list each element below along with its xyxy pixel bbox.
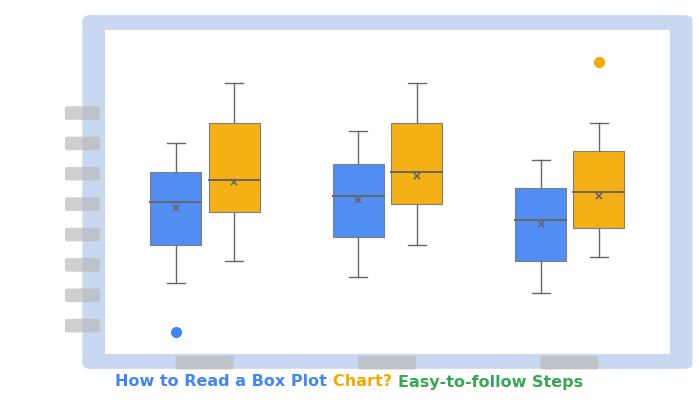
Text: Chart?: Chart?	[333, 374, 397, 390]
FancyBboxPatch shape	[333, 164, 384, 236]
FancyBboxPatch shape	[209, 123, 260, 212]
Text: How to Read a Box Plot: How to Read a Box Plot	[115, 374, 333, 390]
FancyBboxPatch shape	[391, 123, 442, 204]
FancyBboxPatch shape	[515, 188, 566, 261]
FancyBboxPatch shape	[574, 152, 625, 228]
FancyBboxPatch shape	[150, 172, 201, 245]
Text: Easy-to-follow Steps: Easy-to-follow Steps	[397, 374, 583, 390]
